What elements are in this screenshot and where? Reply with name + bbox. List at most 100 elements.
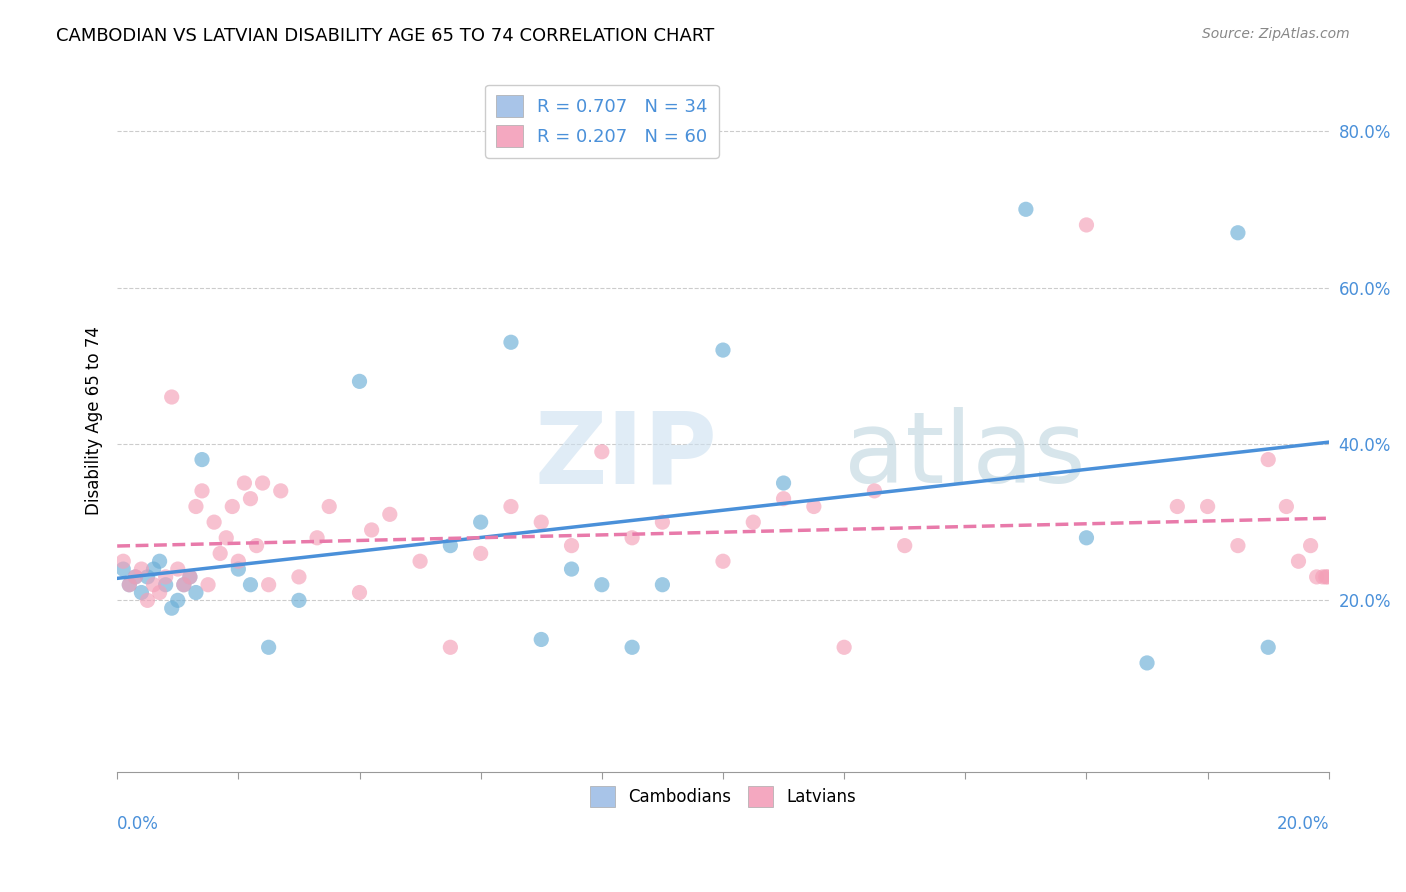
Point bbox=[124, 570, 146, 584]
Point bbox=[318, 500, 340, 514]
Point bbox=[893, 539, 915, 553]
Point bbox=[711, 554, 734, 568]
Point bbox=[142, 562, 165, 576]
Text: Source: ZipAtlas.com: Source: ZipAtlas.com bbox=[1202, 27, 1350, 41]
Point bbox=[499, 500, 522, 514]
Point bbox=[215, 531, 238, 545]
Point bbox=[118, 578, 141, 592]
Point bbox=[160, 601, 183, 615]
Point bbox=[439, 640, 461, 655]
Point bbox=[832, 640, 855, 655]
Point bbox=[591, 444, 613, 458]
Point bbox=[155, 570, 177, 584]
Point bbox=[239, 491, 262, 506]
Point bbox=[166, 593, 188, 607]
Point bbox=[228, 554, 250, 568]
Point bbox=[288, 593, 311, 607]
Point bbox=[1275, 500, 1298, 514]
Point bbox=[742, 515, 765, 529]
Point bbox=[1197, 500, 1219, 514]
Point bbox=[1136, 656, 1159, 670]
Point bbox=[124, 570, 146, 584]
Point bbox=[803, 500, 825, 514]
Point bbox=[191, 483, 214, 498]
Point bbox=[173, 578, 195, 592]
Text: atlas: atlas bbox=[844, 407, 1085, 504]
Point bbox=[179, 570, 201, 584]
Point bbox=[149, 585, 172, 599]
Text: CAMBODIAN VS LATVIAN DISABILITY AGE 65 TO 74 CORRELATION CHART: CAMBODIAN VS LATVIAN DISABILITY AGE 65 T… bbox=[56, 27, 714, 45]
Point bbox=[1312, 570, 1334, 584]
Point bbox=[149, 554, 172, 568]
Point bbox=[1076, 218, 1098, 232]
Point bbox=[621, 531, 644, 545]
Point bbox=[221, 500, 243, 514]
Point bbox=[184, 585, 207, 599]
Point bbox=[560, 539, 582, 553]
Y-axis label: Disability Age 65 to 74: Disability Age 65 to 74 bbox=[86, 326, 103, 515]
Point bbox=[499, 335, 522, 350]
Point bbox=[439, 539, 461, 553]
Point bbox=[621, 640, 644, 655]
Text: 0.0%: 0.0% bbox=[117, 815, 159, 833]
Point bbox=[470, 546, 492, 560]
Point bbox=[233, 476, 256, 491]
Point bbox=[530, 632, 553, 647]
Point bbox=[288, 570, 311, 584]
Point bbox=[184, 500, 207, 514]
Point bbox=[155, 578, 177, 592]
Point bbox=[239, 578, 262, 592]
Point bbox=[1015, 202, 1038, 217]
Point bbox=[270, 483, 292, 498]
Point bbox=[202, 515, 225, 529]
Point bbox=[711, 343, 734, 357]
Point bbox=[1076, 531, 1098, 545]
Point bbox=[1288, 554, 1310, 568]
Point bbox=[651, 578, 673, 592]
Point bbox=[209, 546, 232, 560]
Point bbox=[1316, 570, 1339, 584]
Point bbox=[257, 578, 280, 592]
Point bbox=[118, 578, 141, 592]
Point bbox=[131, 562, 153, 576]
Point bbox=[245, 539, 267, 553]
Point bbox=[1315, 570, 1337, 584]
Point bbox=[131, 585, 153, 599]
Point bbox=[166, 562, 188, 576]
Point bbox=[349, 375, 371, 389]
Text: 20.0%: 20.0% bbox=[1277, 815, 1329, 833]
Legend: Cambodians, Latvians: Cambodians, Latvians bbox=[583, 780, 863, 814]
Point bbox=[307, 531, 329, 545]
Point bbox=[772, 476, 794, 491]
Point bbox=[136, 593, 159, 607]
Point bbox=[1257, 640, 1279, 655]
Text: ZIP: ZIP bbox=[534, 407, 717, 504]
Point bbox=[349, 585, 371, 599]
Point bbox=[1299, 539, 1322, 553]
Point bbox=[173, 578, 195, 592]
Point bbox=[591, 578, 613, 592]
Point bbox=[530, 515, 553, 529]
Point bbox=[772, 491, 794, 506]
Point bbox=[378, 508, 401, 522]
Point bbox=[560, 562, 582, 576]
Point bbox=[1257, 452, 1279, 467]
Point bbox=[179, 570, 201, 584]
Point bbox=[1226, 539, 1249, 553]
Point bbox=[470, 515, 492, 529]
Point bbox=[228, 562, 250, 576]
Point bbox=[1226, 226, 1249, 240]
Point bbox=[160, 390, 183, 404]
Point bbox=[1166, 500, 1188, 514]
Point bbox=[409, 554, 432, 568]
Point bbox=[191, 452, 214, 467]
Point bbox=[360, 523, 382, 537]
Point bbox=[651, 515, 673, 529]
Point bbox=[112, 554, 135, 568]
Point bbox=[142, 578, 165, 592]
Point bbox=[197, 578, 219, 592]
Point bbox=[252, 476, 274, 491]
Point bbox=[257, 640, 280, 655]
Point bbox=[112, 562, 135, 576]
Point bbox=[863, 483, 886, 498]
